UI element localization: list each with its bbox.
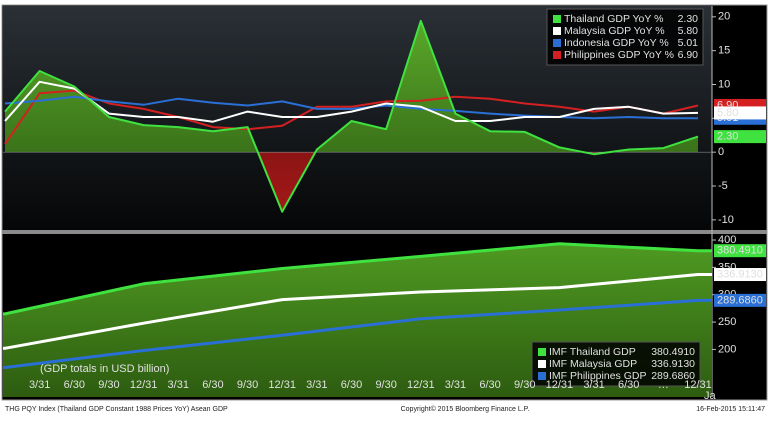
x-tick-label: 6/30: [618, 379, 639, 391]
axis-note: Ja: [704, 390, 717, 402]
legend-value: 2.30: [678, 13, 699, 25]
x-tick-label: 9/30: [375, 379, 396, 391]
x-tick-label: …: [658, 379, 669, 391]
x-tick-label: 3/31: [29, 379, 50, 391]
x-tick-label: 6/30: [341, 379, 362, 391]
x-tick-label: 6/30: [202, 379, 223, 391]
legend-label: IMF Philippines GDP: [549, 370, 646, 382]
y-tick-label: -5: [718, 180, 728, 192]
plot-area: [3, 19, 712, 213]
legend: Thailand GDP YoY % 2.30 Malaysia GDP YoY %…: [546, 8, 704, 66]
x-tick-label: 12/31: [407, 379, 435, 391]
series-line: [4, 89, 699, 145]
value-tag-label: 289.6860: [717, 294, 763, 306]
legend-label: IMF Thailand GDP: [549, 346, 636, 358]
series-line: [4, 95, 698, 120]
series-line: [4, 80, 699, 123]
value-tag-label: 380.4910: [717, 245, 763, 257]
x-tick-label: 12/31: [546, 379, 574, 391]
y-tick-label: 250: [718, 316, 736, 328]
y-tick-label: 20: [718, 11, 730, 23]
legend-swatch: [538, 372, 546, 380]
value-tag-label: 5.80: [717, 107, 738, 119]
legend-swatch: [538, 348, 546, 356]
y-tick-label: -10: [718, 214, 734, 226]
legend: IMF Thailand GDP 380.4910 IMF Malaysia GDP…: [531, 341, 701, 387]
x-tick-label: 6/30: [64, 379, 85, 391]
plot-1: 400350300250200289.6860336.9130380.4910I…: [3, 234, 766, 402]
x-tick-label: 6/30: [479, 379, 500, 391]
legend-label: Malaysia GDP YoY %: [564, 25, 665, 37]
legend-value: 6.90: [678, 49, 699, 61]
x-tick-label: 12/31: [130, 379, 158, 391]
value-tag: [714, 268, 766, 282]
value-tag: [714, 293, 766, 307]
area-fill: [257, 152, 609, 212]
legend-label: IMF Malaysia GDP: [549, 358, 637, 370]
panel-divider: [2, 230, 767, 234]
series-line: [3, 242, 712, 316]
legend-box: [531, 341, 701, 387]
legend-swatch: [553, 51, 561, 59]
legend-label: Thailand GDP YoY %: [564, 13, 663, 25]
series-line: [3, 298, 712, 369]
y-tick-label: 0: [718, 146, 724, 158]
legend-value: 336.9130: [651, 358, 695, 370]
footer-left: THG PQY Index (Thailand GDP Constant 198…: [5, 406, 228, 413]
x-tick-label: 12/31: [268, 379, 296, 391]
x-tick-label: 12/31: [684, 379, 712, 391]
legend-value: 5.01: [678, 37, 699, 49]
x-tick-label: 9/30: [514, 379, 535, 391]
x-tick-label: 3/31: [445, 379, 466, 391]
legend-swatch: [553, 15, 561, 23]
y-tick-label: 15: [718, 45, 730, 57]
legend-value: 5.80: [678, 25, 699, 37]
legend-value: 289.6860: [651, 370, 695, 382]
y-tick-label: 400: [718, 234, 736, 246]
y-tick-label: 200: [718, 343, 736, 355]
legend-label: Philippines GDP YoY %: [564, 49, 674, 61]
x-tick-label: 3/31: [583, 379, 604, 391]
legend-box: [546, 8, 704, 66]
legend-swatch: [553, 27, 561, 35]
value-tag-label: 336.9130: [717, 268, 763, 280]
footer-center: Copyright© 2015 Bloomberg Finance L.P.: [401, 405, 530, 413]
legend-swatch: [538, 360, 546, 368]
x-tick-label: 3/31: [168, 379, 189, 391]
area-fill: [5, 20, 698, 153]
x-tick-label: 9/30: [237, 379, 258, 391]
series-line: [4, 19, 699, 213]
x-tick-label: 3/31: [306, 379, 327, 391]
legend-swatch: [553, 39, 561, 47]
annotation: (GDP totals in USD billion): [40, 363, 169, 375]
value-tag-label: 2.30: [717, 131, 738, 143]
legend-value: 380.4910: [651, 346, 695, 358]
value-tag: [714, 244, 766, 258]
series-line: [3, 273, 712, 350]
y-tick-label: 10: [718, 78, 730, 90]
x-tick-label: 9/30: [98, 379, 119, 391]
value-tag: [714, 130, 766, 144]
footer-right: 16-Feb-2015 15:11:47: [696, 406, 765, 413]
legend-label: Indonesia GDP YoY %: [564, 37, 669, 49]
value-tag: [714, 106, 766, 120]
